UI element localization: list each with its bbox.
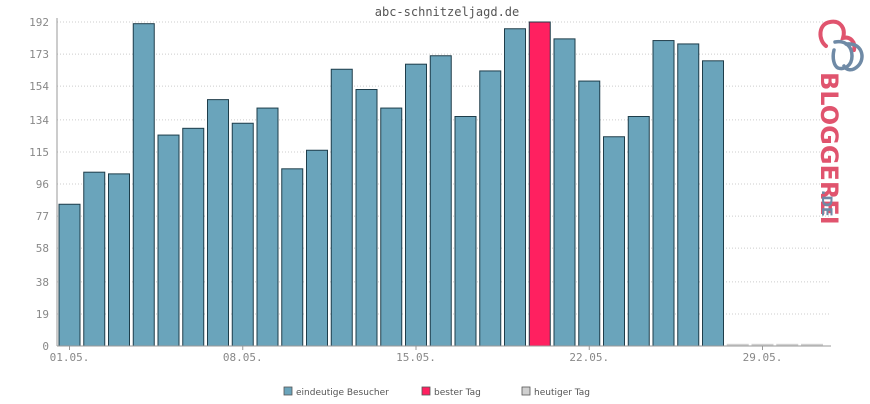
logo-mark-icon: [818, 19, 864, 72]
bloggerei-logo: BLOGGEREI .DE: [815, 19, 864, 225]
bar: [429, 55, 452, 347]
bar: [157, 134, 180, 347]
x-tick-label: 15.05.: [396, 351, 436, 364]
x-tick-label: 22.05.: [569, 351, 609, 364]
y-tick-label: 154: [29, 80, 49, 93]
brand-name: BLOGGEREI: [815, 72, 843, 225]
legend-label: bester Tag: [434, 388, 481, 398]
bar: [182, 127, 205, 347]
y-tick-label: 192: [29, 16, 49, 29]
bar: [677, 43, 700, 347]
bar: [627, 116, 650, 347]
bar: [454, 116, 477, 347]
bar: [603, 136, 625, 347]
y-tick-label: 19: [36, 308, 49, 321]
chart-title: abc-schnitzeljagd.de: [375, 5, 520, 19]
bar: [405, 63, 427, 347]
bar: [355, 89, 378, 347]
legend: eindeutige Besucher bester Tag heutiger Ta…: [283, 386, 590, 398]
x-tick-label: 29.05.: [743, 351, 783, 364]
bar: [504, 28, 526, 347]
bar: [578, 80, 601, 347]
bar: [132, 23, 155, 347]
bar: [207, 99, 229, 347]
bar: [281, 168, 304, 347]
brand-suffix: .DE: [818, 190, 834, 217]
y-tick-label: 173: [29, 48, 49, 61]
x-axis-ticks: 01.05. 08.05. 15.05. 22.05. 29.05.: [50, 346, 783, 364]
bar: [553, 38, 576, 347]
legend-swatch: [421, 386, 431, 396]
bar: [479, 70, 502, 347]
bar: [330, 68, 353, 347]
axes: [56, 18, 831, 347]
y-tick-label: 134: [29, 114, 49, 127]
x-tick-label: 08.05.: [223, 351, 263, 364]
y-tick-label: 115: [29, 146, 49, 159]
legend-swatch: [521, 386, 531, 396]
bar: [256, 107, 279, 347]
bar: [306, 149, 328, 347]
legend-swatch: [283, 386, 293, 396]
bar: [380, 107, 403, 347]
bar: [702, 60, 724, 347]
y-tick-label: 38: [36, 276, 49, 289]
bars: [58, 21, 823, 347]
legend-label: eindeutige Besucher: [296, 388, 389, 398]
bar: [108, 173, 130, 347]
y-tick-label: 0: [42, 340, 49, 353]
legend-label: heutiger Tag: [534, 388, 590, 398]
y-tick-label: 77: [36, 210, 49, 223]
x-tick-label: 01.05.: [50, 351, 90, 364]
y-tick-label: 96: [36, 178, 49, 191]
bar: [58, 203, 81, 347]
bar: [231, 122, 254, 347]
y-tick-label: 58: [36, 242, 49, 255]
bar: [652, 40, 675, 347]
y-axis-ticks: 0 19 38 58 77 96 115 134 154 173 192: [29, 16, 49, 353]
bar-best-day: [528, 21, 551, 347]
bar: [83, 171, 106, 347]
